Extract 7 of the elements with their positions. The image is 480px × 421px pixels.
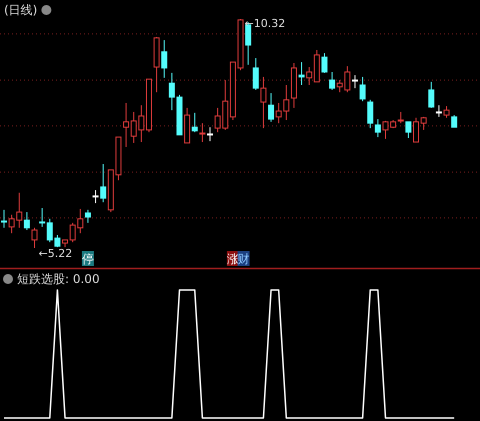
text: 涨 (226, 252, 239, 266)
text: 停 (82, 252, 94, 266)
annotation: ←5.22 (38, 247, 72, 260)
chart-title: (日线) (4, 3, 38, 17)
text: 财 (238, 252, 250, 266)
chart-title: 短跌选股: 0.00 (17, 272, 100, 286)
annotation: ←10.32 (244, 17, 286, 30)
